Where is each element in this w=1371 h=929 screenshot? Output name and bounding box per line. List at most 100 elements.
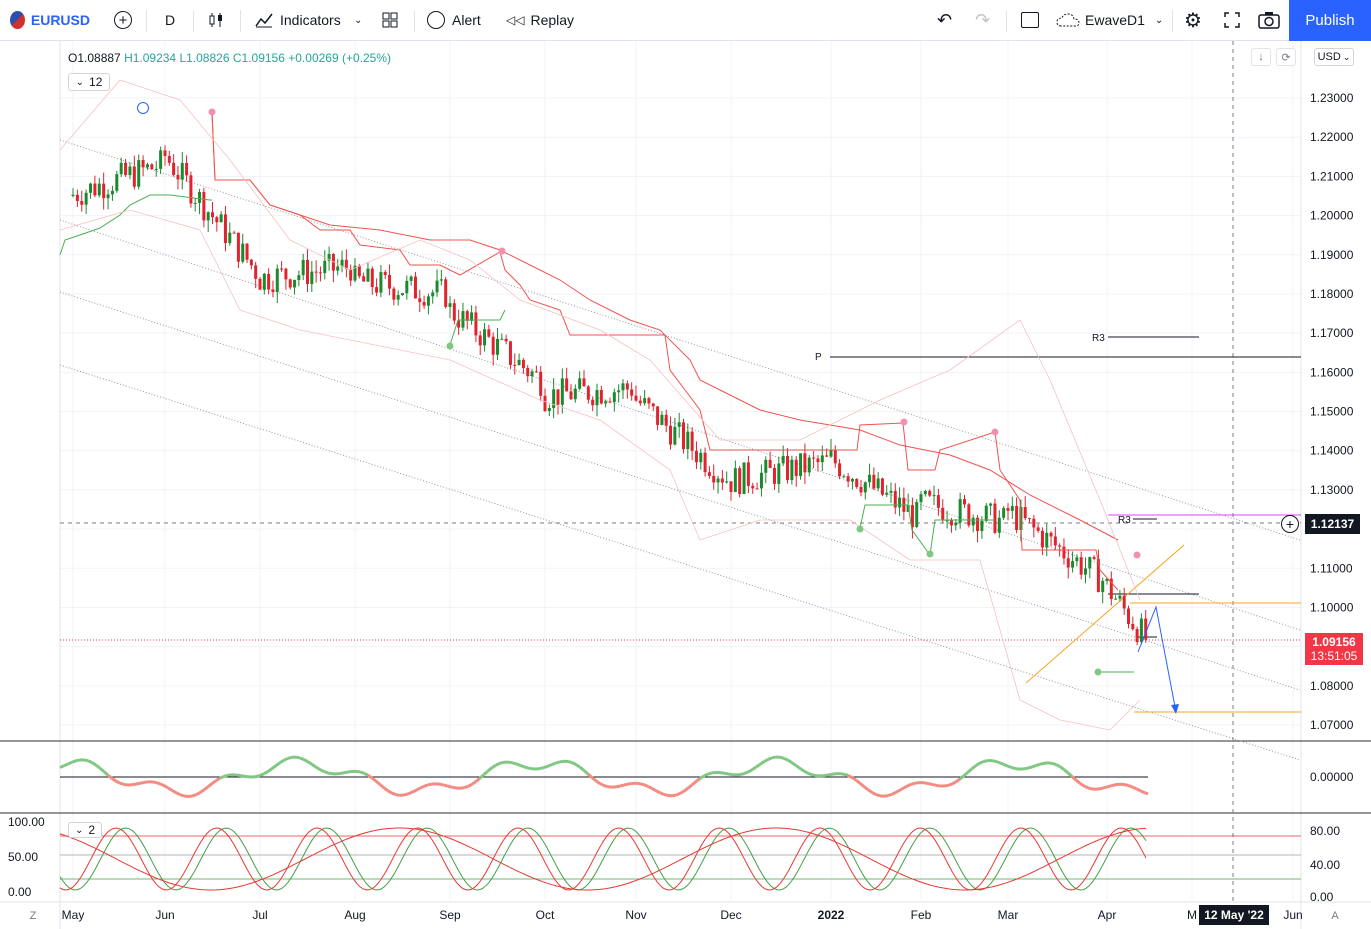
candle <box>690 427 694 461</box>
candle <box>483 323 487 352</box>
candle-body <box>314 271 318 273</box>
candle-body <box>185 162 189 176</box>
candle <box>236 232 240 269</box>
oscillator-segment <box>595 779 601 785</box>
oscillator-segment <box>367 773 373 780</box>
candle-body <box>211 212 214 218</box>
candle <box>80 190 84 212</box>
oscillator-segment <box>339 771 345 775</box>
indicators-collapse-button[interactable]: ⌄ 12 <box>68 73 110 91</box>
candle <box>923 489 927 497</box>
oscillator-segment <box>727 772 733 777</box>
oscillator-segment <box>643 783 649 788</box>
price-tick-label: 1.08000 <box>1310 679 1354 693</box>
oscillator-segment <box>223 773 229 778</box>
candle <box>1144 610 1148 643</box>
auto-scale-button[interactable]: A <box>1326 907 1344 925</box>
compare-button[interactable]: + <box>112 0 134 41</box>
price-tick-label: 1.14000 <box>1310 444 1354 458</box>
candle <box>163 145 167 166</box>
oscillator-segment <box>495 761 501 767</box>
candle-body <box>405 280 409 294</box>
chart-type-button[interactable] <box>206 0 226 41</box>
undo-button[interactable]: ↶ <box>937 0 955 41</box>
oscillator-segment <box>319 768 325 773</box>
candle-body <box>941 507 945 521</box>
candle <box>97 177 101 198</box>
settings-button[interactable]: ⚙ <box>1184 0 1204 41</box>
candle <box>799 453 803 480</box>
oscillator-segment <box>59 764 65 769</box>
oscillator-segment <box>871 791 877 796</box>
oscillator-segment <box>875 793 881 798</box>
zoom-button[interactable]: Z <box>24 907 42 925</box>
stochastic-slow-line <box>59 827 1147 891</box>
publish-button[interactable]: Publish <box>1289 0 1371 41</box>
oscillator-segment <box>767 756 773 761</box>
candle <box>932 485 936 506</box>
candle-body <box>504 338 508 342</box>
candle <box>409 275 413 286</box>
candle-body <box>651 403 655 407</box>
candle <box>413 271 417 299</box>
oscillator-segment <box>303 758 309 764</box>
symbol-search[interactable]: EURUSD <box>10 0 90 41</box>
candle <box>647 396 651 409</box>
oscillator-segment <box>723 771 729 776</box>
candle-body <box>733 468 737 493</box>
candle <box>141 155 145 177</box>
candle-body <box>336 266 340 271</box>
replay-button[interactable]: ◁◁ Replay <box>506 0 576 41</box>
layout-menu-button[interactable]: EwaveD1 ⌄ <box>1056 0 1166 41</box>
oscillator-segment <box>111 777 117 783</box>
candle-body <box>474 312 478 336</box>
candle <box>470 305 474 325</box>
candle <box>617 384 621 403</box>
oscillator-segment <box>191 793 197 798</box>
oscillator-segment <box>355 769 361 774</box>
layout-grid-button[interactable] <box>381 0 401 41</box>
candle-body <box>366 268 370 282</box>
chart-canvas[interactable]: P R3 R3 0.00000 80.00 40.00 0.00 100.00 50.00 0… <box>0 41 1371 929</box>
oscillator-segment <box>763 758 769 763</box>
candle-body <box>643 398 647 404</box>
redo-button[interactable]: ↷ <box>975 0 993 41</box>
pane-collapse-button[interactable]: ⌄ 2 <box>68 822 102 838</box>
oscillator-segment <box>99 767 105 773</box>
candle <box>198 188 202 215</box>
candle-body <box>612 392 616 402</box>
price-tick-label: 1.23000 <box>1310 91 1354 105</box>
candle <box>910 497 914 539</box>
candle <box>643 389 647 406</box>
crosshair-price-value: 1.12137 <box>1310 517 1355 531</box>
stochastic-k-line <box>59 827 1147 891</box>
candle <box>608 397 612 404</box>
candle <box>84 189 88 214</box>
scroll-down-button[interactable]: ↓ <box>1251 48 1271 66</box>
candle-body <box>202 192 206 221</box>
candle <box>829 438 833 458</box>
oscillator-segment <box>719 771 725 775</box>
pivot-p-label: P <box>815 352 822 363</box>
candle <box>517 353 521 366</box>
oscillator-segment <box>243 774 249 779</box>
currency-select[interactable]: USD ⌄ <box>1314 48 1354 66</box>
oscillator-segment <box>807 771 813 777</box>
chart-grid <box>60 41 1301 900</box>
alert-button[interactable]: Alert <box>427 0 489 41</box>
indicators-button[interactable]: Indicators <box>254 0 344 41</box>
oscillator-segment <box>1023 766 1029 771</box>
indicator-templates-button[interactable]: ⌄ <box>354 0 368 41</box>
oscillator-segment <box>839 772 845 776</box>
add-alert-icon[interactable]: + <box>1281 515 1299 533</box>
fullscreen-button[interactable] <box>1223 0 1241 41</box>
candle-body <box>1135 629 1139 643</box>
layout-name-label: EwaveD1 <box>1085 12 1145 28</box>
snapshot-button[interactable] <box>1258 0 1280 41</box>
oscillator-segment <box>655 789 661 795</box>
candle-body <box>89 183 93 193</box>
reset-chart-button[interactable]: ⟳ <box>1276 48 1296 66</box>
publish-label: Publish <box>1305 12 1355 29</box>
interval-button[interactable]: D <box>160 0 180 41</box>
fullscreen-toggle[interactable] <box>1021 0 1043 41</box>
